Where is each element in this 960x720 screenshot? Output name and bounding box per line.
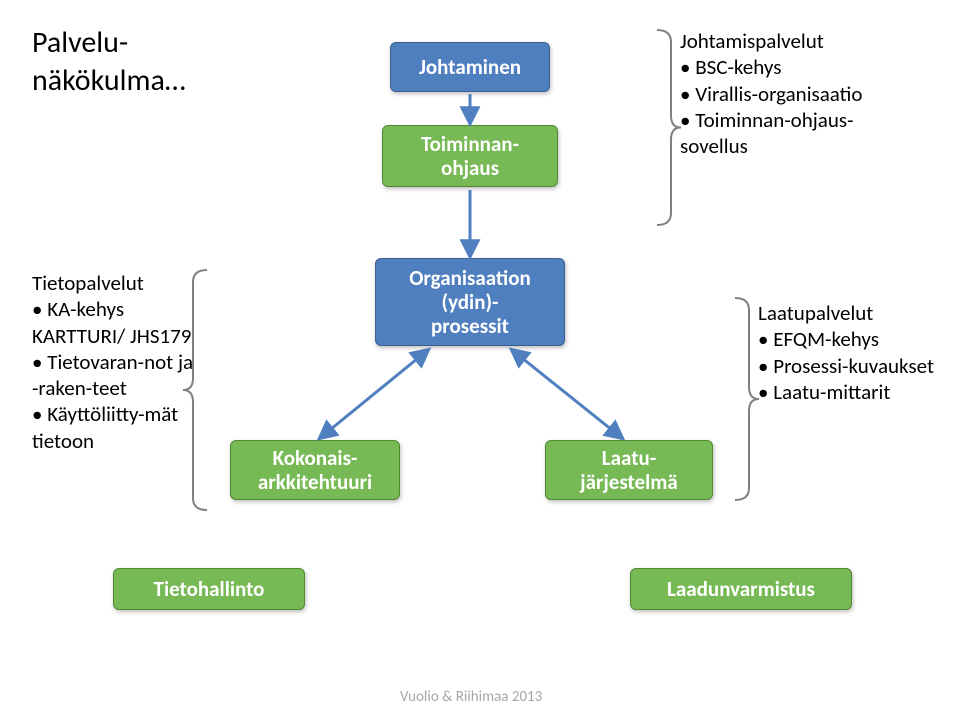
right-list-heading: Laatupalvelut xyxy=(758,300,958,326)
footer-text: Vuolio & Riihimaa 2013 xyxy=(400,688,542,706)
diagram-stage: Palvelu-näkökulma… Tietopalvelut KA-kehy… xyxy=(0,0,960,720)
left-list-heading: Tietopalvelut xyxy=(32,270,202,296)
box-laadunvarm: Laadunvarmistus xyxy=(630,568,852,610)
box-organisaatio: Organisaation(ydin)-prosessit xyxy=(375,258,565,346)
box-johtaminen: Johtaminen xyxy=(390,42,550,92)
right-list-items: EFQM-kehys Prosessi-kuvaukset Laatu-mitt… xyxy=(758,326,958,405)
page-title: Palvelu-näkökulma… xyxy=(32,24,186,99)
left-list: Tietopalvelut KA-kehys KARTTURI/ JHS179 … xyxy=(32,270,202,454)
box-toiminnan: Toiminnan-ohjaus xyxy=(382,125,558,187)
topright-list-items: BSC-kehys Virallis-organisaatio Toiminna… xyxy=(680,54,890,159)
left-list-items: KA-kehys KARTTURI/ JHS179 Tietovaran-not… xyxy=(32,296,202,454)
box-kokonais: Kokonais-arkkitehtuuri xyxy=(230,440,400,500)
box-laatu: Laatu-järjestelmä xyxy=(545,440,713,500)
topright-list: Johtamispalvelut BSC-kehys Virallis-orga… xyxy=(680,28,890,159)
box-tietohallinto: Tietohallinto xyxy=(113,568,305,610)
topright-list-heading: Johtamispalvelut xyxy=(680,28,890,54)
right-list: Laatupalvelut EFQM-kehys Prosessi-kuvauk… xyxy=(758,300,958,405)
